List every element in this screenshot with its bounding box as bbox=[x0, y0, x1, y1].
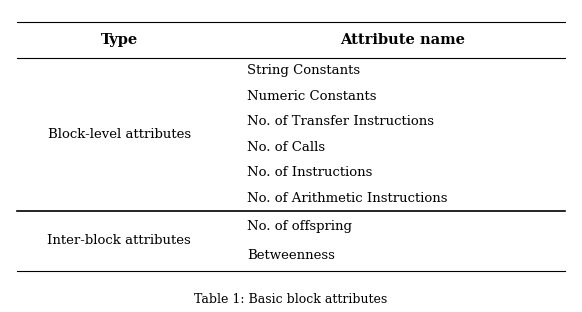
Text: No. of offspring: No. of offspring bbox=[247, 220, 352, 232]
Text: No. of Arithmetic Instructions: No. of Arithmetic Instructions bbox=[247, 192, 448, 205]
Text: No. of Instructions: No. of Instructions bbox=[247, 166, 372, 179]
Text: Block-level attributes: Block-level attributes bbox=[48, 128, 191, 141]
Text: Table 1: Basic block attributes: Table 1: Basic block attributes bbox=[194, 293, 388, 306]
Text: Type: Type bbox=[101, 33, 138, 47]
Text: No. of Transfer Instructions: No. of Transfer Instructions bbox=[247, 115, 434, 128]
Text: String Constants: String Constants bbox=[247, 64, 360, 77]
Text: Betweenness: Betweenness bbox=[247, 249, 335, 262]
Text: No. of Calls: No. of Calls bbox=[247, 141, 325, 154]
Text: Attribute name: Attribute name bbox=[340, 33, 466, 47]
Text: Inter-block attributes: Inter-block attributes bbox=[48, 234, 191, 247]
Text: Numeric Constants: Numeric Constants bbox=[247, 90, 377, 103]
